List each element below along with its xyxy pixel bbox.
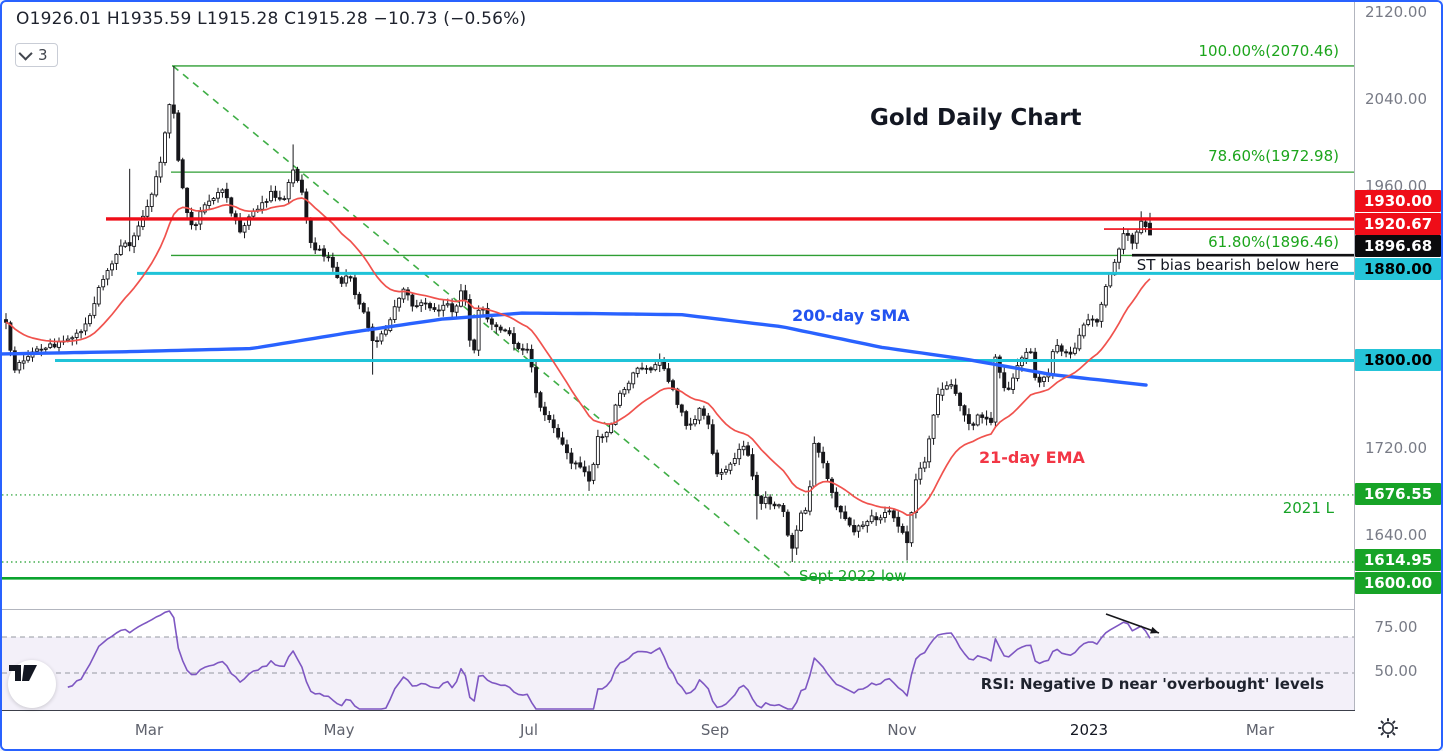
price-tick-label: 1720.00 [1364, 438, 1428, 457]
time-axis-label: Mar [134, 721, 164, 739]
ema-21-label: 21-day EMA [979, 448, 1085, 467]
rsi-pane-separator [2, 609, 1441, 610]
price-axis[interactable]: 2120.00 2040.00 1960.00 1720.00 1640.00 75.00… [1355, 2, 1441, 711]
time-axis-label: Jul [519, 721, 539, 739]
tradingview-glyph [9, 665, 37, 681]
price-level-badge: 1920.67 [1355, 212, 1441, 235]
chevron-down-icon [18, 46, 33, 61]
fib-level-786: 78.60%(1972.98) [1208, 147, 1339, 165]
interval-selector[interactable]: 3 [15, 43, 58, 67]
gear-icon [1378, 718, 1398, 738]
price-level-badge: 1896.68 [1355, 235, 1441, 257]
price-axis-separator [1354, 2, 1355, 749]
price-tick-label: 2120.00 [1364, 3, 1428, 21]
fib-level-618: 61.80%(1896.46) [1208, 233, 1339, 251]
time-axis[interactable]: Mar May Jul Sep Nov 2023 Mar [2, 711, 1441, 749]
low-2021-note: 2021 L [1282, 499, 1334, 517]
price-level-badge: 1600.00 [1355, 571, 1441, 594]
fib-level-100: 100.00%(2070.46) [1198, 42, 1339, 60]
st-bias-note: ST bias bearish below here [1136, 256, 1339, 274]
time-axis-label: May [323, 721, 355, 739]
rsi-tick-label: 50.00 [1374, 662, 1418, 680]
price-level-badge: 1676.55 [1355, 483, 1441, 505]
sept-2022-low-note: Sept 2022 low [799, 567, 907, 585]
price-level-badge: 1614.95 [1355, 549, 1441, 571]
rsi-annotation: RSI: Negative D near 'overbought' levels [980, 675, 1324, 693]
time-axis-label: Mar [1245, 721, 1275, 739]
settings-button[interactable] [1376, 716, 1422, 746]
tradingview-logo[interactable] [8, 660, 56, 708]
ohlc-bar: O1926.01 H1935.59 L1915.28 C1915.28 −10.… [16, 9, 527, 29]
price-level-badge: 1800.00 [1355, 349, 1441, 371]
price-tick-label: 2040.00 [1364, 90, 1428, 109]
price-level-badge: 1880.00 [1355, 257, 1441, 280]
interval-value: 3 [38, 46, 48, 64]
price-level-badge: 1930.00 [1355, 190, 1441, 212]
time-axis-label: Sep [700, 721, 730, 739]
time-axis-label: Nov [887, 721, 917, 739]
sma-200-label: 200-day SMA [792, 306, 910, 325]
chart-title: Gold Daily Chart [870, 105, 1082, 131]
rsi-tick-label: 75.00 [1374, 618, 1418, 636]
price-tick-label: 1640.00 [1364, 525, 1428, 544]
time-axis-label: 2023 [1069, 721, 1109, 739]
